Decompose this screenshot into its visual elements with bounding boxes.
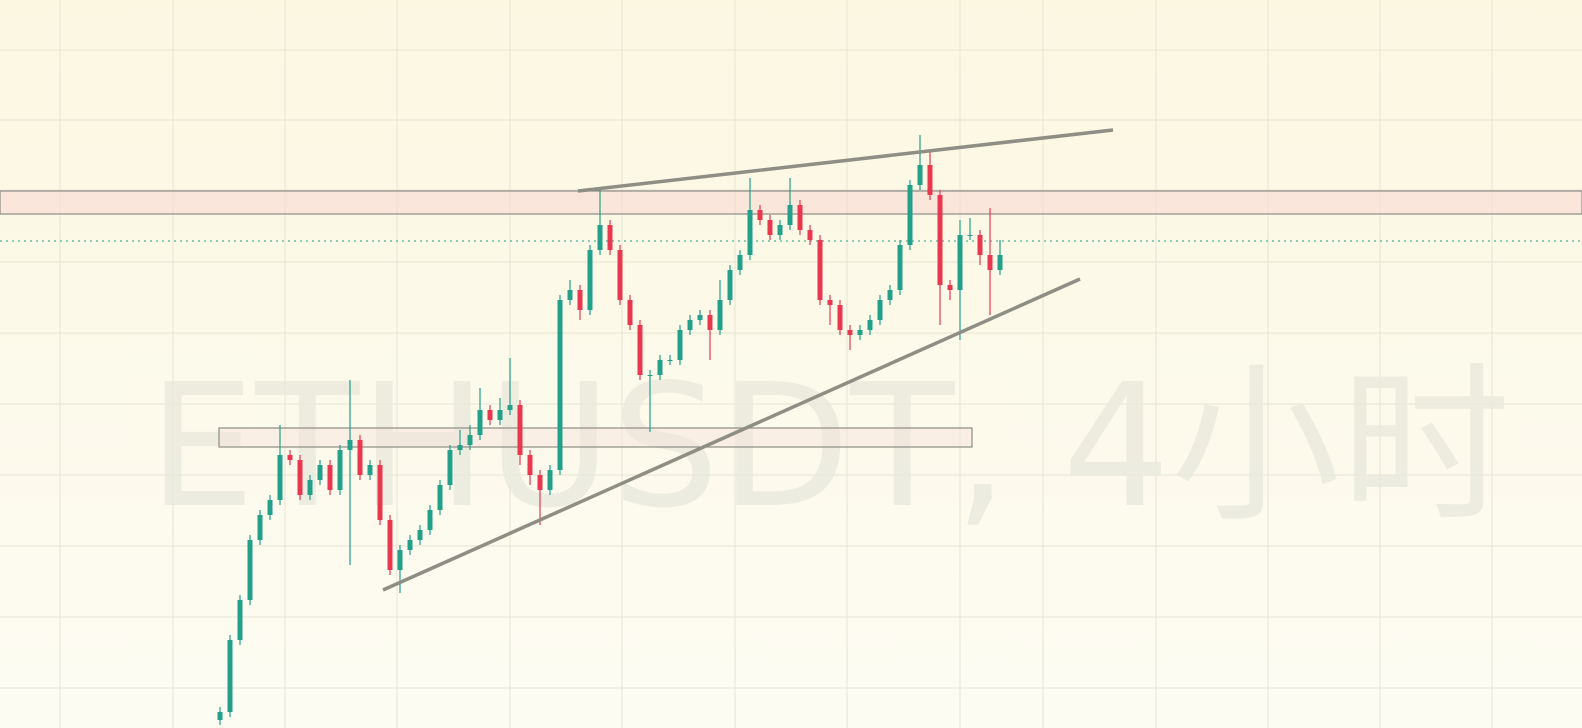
candle-body <box>557 300 563 470</box>
candle-body <box>857 330 863 335</box>
candle-body <box>657 360 663 375</box>
candle-body <box>917 165 923 185</box>
candle-body <box>217 712 223 720</box>
candle-body <box>327 465 333 490</box>
candle-body <box>527 455 533 475</box>
candle-body <box>977 235 983 255</box>
candle-body <box>227 640 233 712</box>
candle-body <box>467 435 473 445</box>
candle-body <box>287 455 293 460</box>
candle-body <box>417 530 423 540</box>
candle-body <box>537 475 543 490</box>
candle-body <box>237 600 243 640</box>
candle-body <box>777 225 783 235</box>
candle-body <box>737 255 743 270</box>
candle-body <box>697 315 703 320</box>
candle-body <box>317 465 323 480</box>
candle-body <box>757 210 763 220</box>
candle-body <box>947 285 953 290</box>
candle-body <box>717 300 723 330</box>
lower-trendline <box>382 277 1081 592</box>
candle-body <box>347 440 353 450</box>
candle-body <box>337 450 343 490</box>
candle-body <box>387 520 393 570</box>
candle-body <box>887 290 893 300</box>
candle-body <box>587 250 593 310</box>
candle-body <box>677 330 683 360</box>
support-zone <box>218 427 973 448</box>
candle-body <box>547 470 553 490</box>
candle-body <box>747 210 753 255</box>
candle-body <box>997 255 1003 270</box>
candle-body <box>567 290 573 300</box>
candle-body <box>867 320 873 330</box>
candle-body <box>647 375 653 376</box>
candle-body <box>607 225 613 250</box>
candle-body <box>617 250 623 300</box>
candle-body <box>577 290 583 310</box>
candle-body <box>257 515 263 540</box>
candle-body <box>787 205 793 225</box>
candle-body <box>897 245 903 290</box>
candle-body <box>767 220 773 235</box>
candle-body <box>277 455 283 500</box>
candle-body <box>907 185 913 245</box>
candle-body <box>627 300 633 325</box>
candle-body <box>397 550 403 570</box>
candle-body <box>877 300 883 320</box>
candle-body <box>827 300 833 305</box>
candle-body <box>967 235 973 236</box>
candles <box>217 135 1003 725</box>
candle-body <box>407 540 413 550</box>
candle-body <box>307 480 313 495</box>
candle-body <box>267 500 273 515</box>
candle-body <box>377 465 383 520</box>
candle-body <box>357 440 363 475</box>
candle-body <box>847 330 853 335</box>
candle-body <box>687 320 693 330</box>
candle-body <box>517 405 523 455</box>
candle-body <box>637 325 643 375</box>
candle-body <box>727 270 733 300</box>
candle-body <box>367 465 373 475</box>
candle-body <box>927 165 933 195</box>
candle-body <box>987 255 993 270</box>
candle-body <box>957 235 963 290</box>
candle-body <box>477 410 483 435</box>
candle-body <box>937 195 943 285</box>
candle-body <box>817 240 823 300</box>
candle-body <box>427 510 433 530</box>
candle-body <box>797 205 803 230</box>
upper-trendline <box>577 128 1114 193</box>
candle-body <box>507 405 513 410</box>
candle-body <box>457 445 463 450</box>
candle-body <box>437 485 443 510</box>
candle-body <box>707 315 713 330</box>
candle-body <box>487 410 493 420</box>
candle-body <box>247 540 253 600</box>
candle-body <box>297 460 303 495</box>
candle-body <box>837 305 843 330</box>
candle-body <box>807 230 813 240</box>
candle-body <box>667 360 673 361</box>
candle-body <box>497 410 503 420</box>
candle-body <box>447 450 453 485</box>
candle-body <box>597 225 603 250</box>
